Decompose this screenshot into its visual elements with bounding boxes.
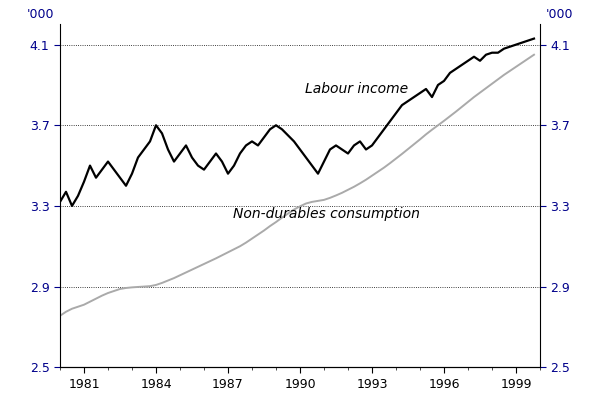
Text: Labour income: Labour income — [305, 82, 408, 96]
Text: Non-durables consumption: Non-durables consumption — [233, 207, 419, 221]
Text: '000: '000 — [546, 8, 574, 21]
Text: '000: '000 — [26, 8, 54, 21]
